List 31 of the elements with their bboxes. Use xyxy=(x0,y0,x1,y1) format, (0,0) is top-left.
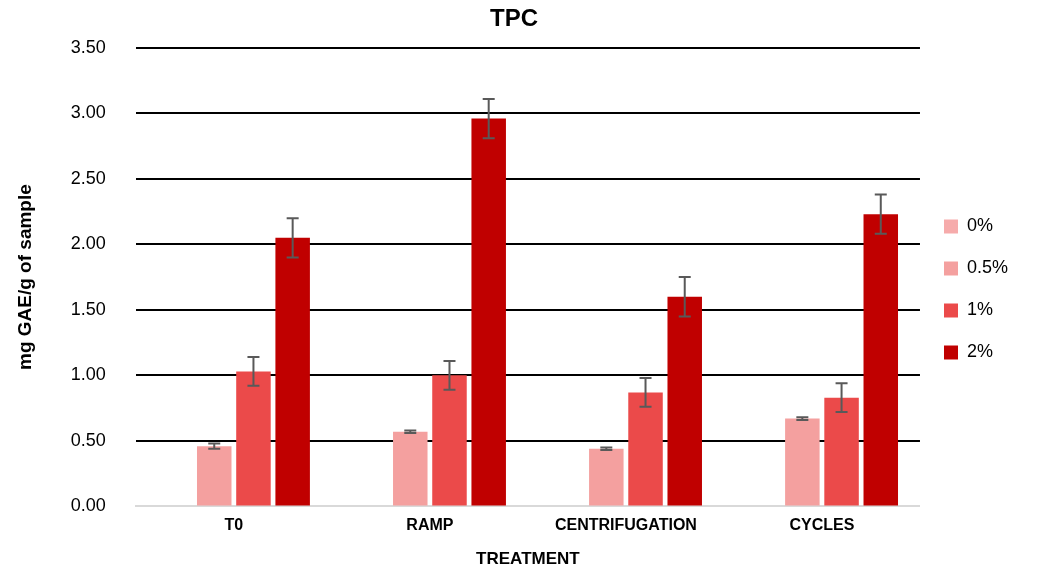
y-tick-label: 3.00 xyxy=(70,102,106,123)
bar xyxy=(471,118,506,506)
legend-label: 0% xyxy=(966,215,993,236)
y-tick-label: 0.50 xyxy=(70,429,106,450)
y-tick-label: 0.00 xyxy=(70,495,106,516)
bar xyxy=(275,237,310,506)
legend-label: 1% xyxy=(966,299,993,320)
legend-label: 0.5% xyxy=(966,257,1008,278)
bar xyxy=(824,397,859,506)
bar xyxy=(236,371,271,506)
legend-label: 2% xyxy=(966,341,993,362)
y-tick-label: 1.50 xyxy=(70,298,106,319)
bar xyxy=(628,392,663,506)
x-axis-title: TREATMENT xyxy=(476,549,581,569)
bar xyxy=(785,418,820,506)
chart-title: TPC xyxy=(490,4,538,32)
x-tick-label: T0 xyxy=(224,516,244,534)
bar xyxy=(197,446,232,506)
bar xyxy=(667,296,702,506)
x-tick-label: CENTRIFUGATION xyxy=(554,516,697,534)
y-tick-label: 2.50 xyxy=(70,167,106,188)
bar xyxy=(393,431,428,506)
y-tick-label: 2.00 xyxy=(70,233,106,254)
bar xyxy=(432,375,467,506)
y-tick-label: 3.50 xyxy=(70,36,106,57)
x-tick-label: RAMP xyxy=(406,516,454,534)
x-tick-label: CYCLES xyxy=(789,516,855,534)
bar xyxy=(863,214,899,506)
bar xyxy=(589,448,624,506)
y-tick-label: 1.00 xyxy=(70,364,106,385)
y-axis-title: mg GAE/g of sample xyxy=(13,184,35,371)
